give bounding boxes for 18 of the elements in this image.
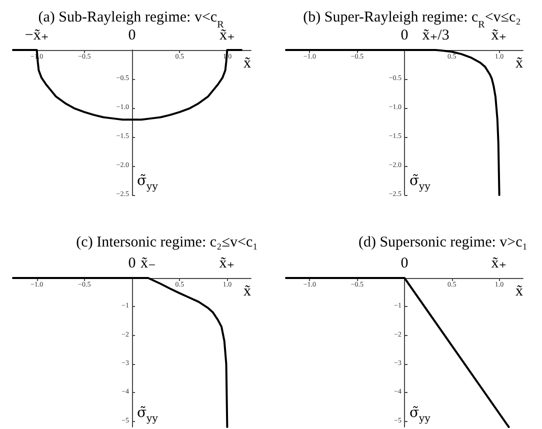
annotation: 0 — [400, 28, 408, 44]
annotation: x̃₋ — [140, 256, 156, 272]
chart-title: (c) Intersonic regime: c₂≤v<c₁ — [76, 234, 258, 250]
line-series — [12, 49, 242, 121]
text: x̃₊ — [491, 256, 507, 272]
text: x̃₊ — [219, 256, 235, 272]
annotation: −x̃₊ — [24, 28, 49, 44]
x-axis-title: x̃ — [516, 56, 524, 72]
annotation: 0 — [400, 256, 408, 272]
annotation: x̃₊/3 — [422, 28, 450, 44]
x-axis-title: x̃ — [244, 284, 252, 300]
x-axis-title: x̃ — [244, 56, 252, 72]
annotation: 0 — [128, 256, 136, 272]
text: x̃₊ — [491, 28, 507, 44]
annotation: x̃₊ — [219, 28, 235, 44]
chart-title: (d) Supersonic regime: v>c₁ — [358, 234, 528, 250]
text: 0 — [128, 28, 136, 44]
x-axis-title: x̃ — [516, 284, 524, 300]
